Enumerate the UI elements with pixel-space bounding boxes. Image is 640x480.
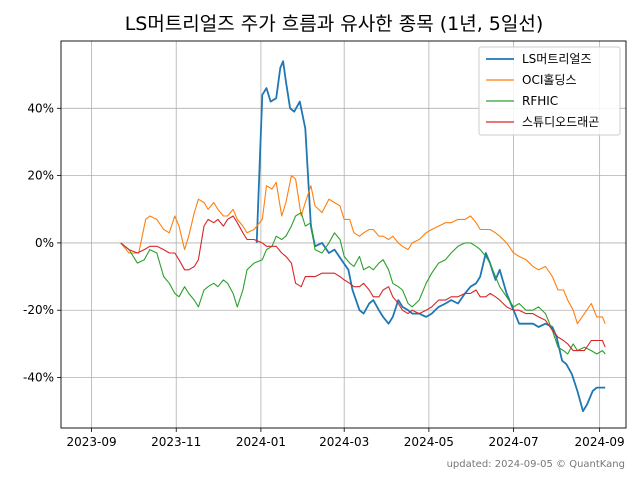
y-tick-label: 40%: [27, 101, 54, 115]
series-line-3: [120, 212, 606, 355]
series-lines: [120, 60, 606, 413]
legend-label: 스튜디오드래곤: [522, 115, 599, 129]
series-line-2: [120, 175, 606, 325]
x-axis: 2023-09 2023-11 2024-01 2024-03 2024-05 2024-…: [66, 428, 625, 449]
x-tick-label: 2023-09: [66, 435, 116, 449]
x-tick-label: 2024-05: [404, 435, 454, 449]
x-tick-label: 2024-03: [319, 435, 369, 449]
series-line-4: [120, 215, 606, 352]
x-tick-label: 2023-11: [151, 435, 201, 449]
y-tick-label: 20%: [27, 169, 54, 183]
plot-frame: [60, 40, 627, 429]
y-tick-label: -40%: [23, 371, 54, 385]
legend-label: OCI홀딩스: [522, 73, 576, 87]
x-tick-label: 2024-09: [575, 435, 625, 449]
legend-label: LS머트리얼즈: [522, 52, 592, 66]
x-tick-label: 2024-01: [236, 435, 286, 449]
y-tick-label: -20%: [23, 303, 54, 317]
y-axis: -40% -20% 0% 20% 40%: [23, 101, 61, 385]
x-tick-label: 2024-07: [488, 435, 538, 449]
legend: LS머트리얼즈 OCI홀딩스 RFHIC 스튜디오드래곤: [478, 46, 621, 136]
legend-box: [478, 46, 621, 136]
footer-credit: updated: 2024-09-05 © QuantKang: [447, 459, 625, 470]
series-line-1: [255, 60, 606, 413]
chart-title: LS머트리얼즈 주가 흐름과 유사한 종목 (1년, 5일선): [125, 13, 544, 35]
legend-label: RFHIC: [522, 94, 558, 108]
y-tick-label: 0%: [35, 236, 54, 250]
